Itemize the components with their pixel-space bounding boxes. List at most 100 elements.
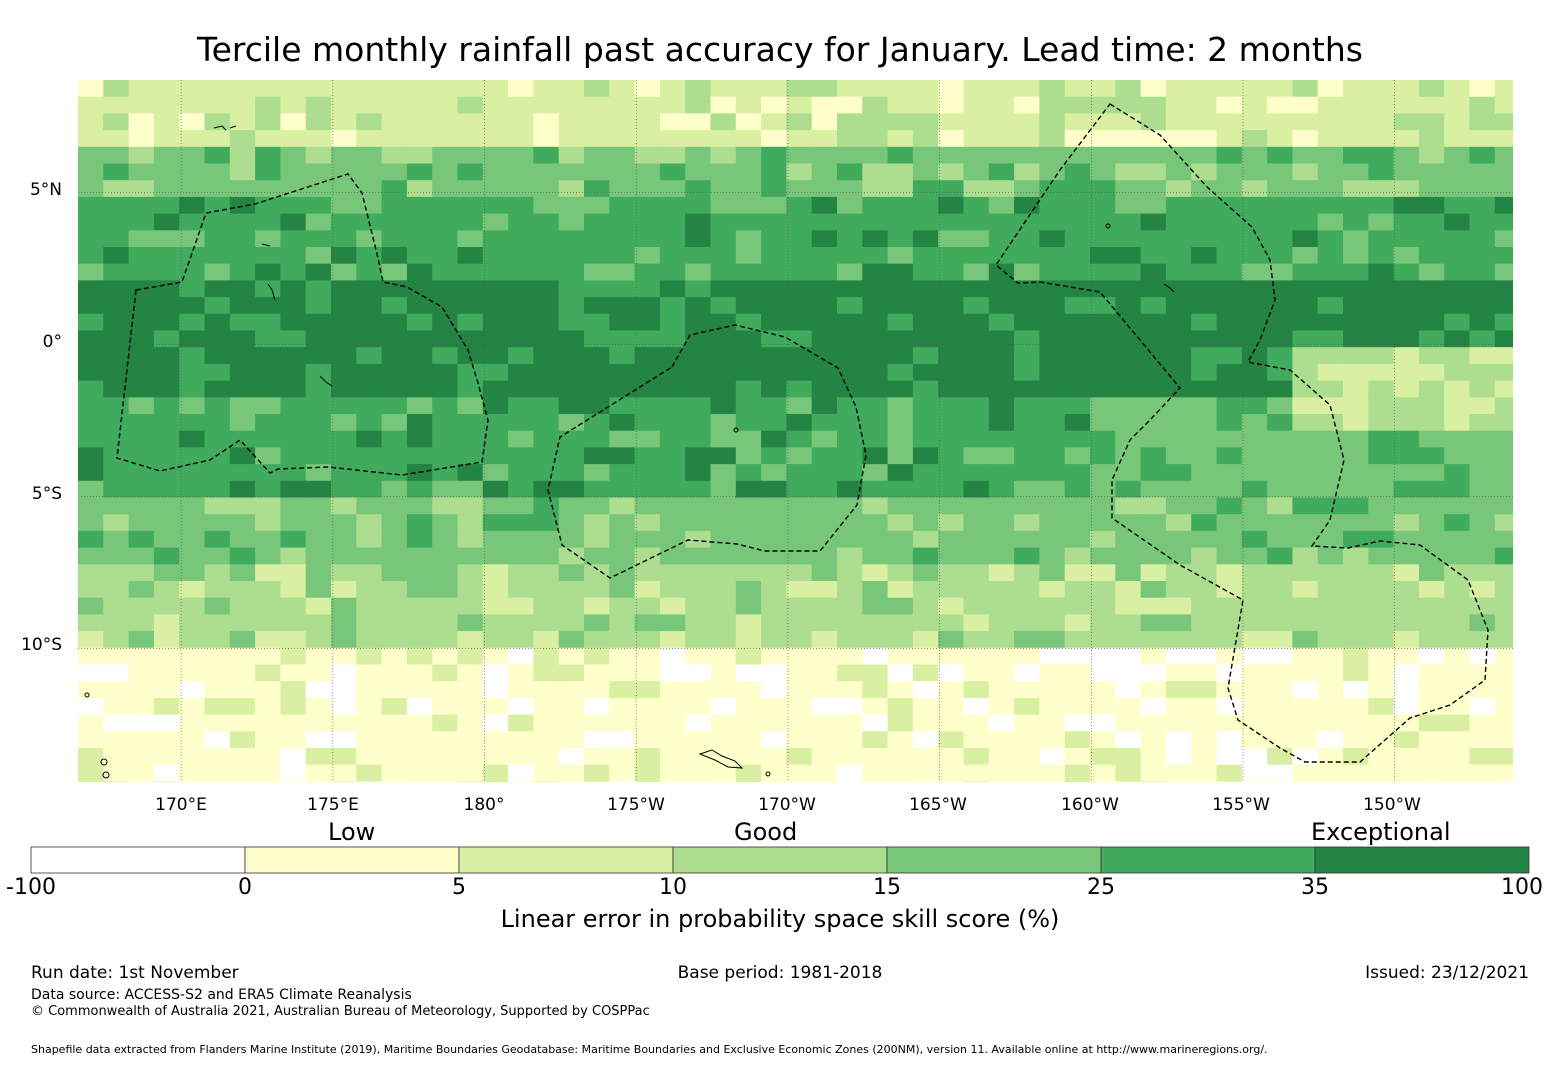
skill-cell [685, 80, 712, 98]
skill-cell [558, 330, 585, 348]
skill-cell [1039, 514, 1066, 532]
skill-cell [1444, 196, 1471, 215]
skill-cell [558, 163, 585, 181]
skill-cell [1444, 464, 1471, 482]
skill-cell [280, 163, 307, 181]
skill-cell [761, 664, 787, 682]
skill-cell [1014, 130, 1040, 148]
skill-cell [912, 581, 939, 599]
skill-cell [1368, 347, 1395, 365]
skill-cell [229, 80, 256, 98]
skill-cell [912, 347, 939, 365]
skill-cell [482, 80, 509, 98]
skill-cell [837, 781, 863, 782]
skill-cell [735, 781, 762, 782]
skill-cell [153, 664, 180, 682]
skill-cell [1216, 180, 1243, 198]
skill-cell [1418, 430, 1445, 448]
skill-cell [1444, 764, 1471, 782]
skill-cell [432, 263, 459, 281]
skill-cell [963, 96, 990, 114]
skill-cell [356, 380, 383, 398]
skill-cell [988, 681, 1015, 699]
skill-cell [837, 347, 863, 365]
skill-cell [634, 464, 661, 482]
skill-cell [685, 514, 712, 532]
skill-cell [786, 363, 813, 382]
skill-cell [1191, 464, 1218, 482]
skill-cell [1191, 146, 1218, 165]
skill-cell [761, 80, 787, 98]
skill-cell [1469, 397, 1496, 415]
skill-cell [1241, 714, 1268, 732]
skill-cell [305, 347, 332, 365]
skill-cell [1039, 297, 1066, 315]
skill-cell [305, 731, 332, 749]
skill-cell [331, 530, 357, 549]
skill-cell [761, 397, 787, 415]
skill-cell [179, 597, 206, 615]
skill-cell [1191, 714, 1218, 732]
skill-cell [103, 547, 130, 565]
skill-cell [659, 764, 686, 782]
skill-cell [1469, 280, 1496, 298]
skill-cell [659, 514, 686, 532]
skill-cell [1090, 130, 1116, 148]
skill-cell [1317, 230, 1344, 248]
skill-cell [179, 697, 206, 716]
skill-cell [508, 681, 534, 699]
skill-cell [1165, 514, 1192, 532]
skill-cell [381, 213, 408, 231]
skill-cell [331, 514, 357, 532]
skill-cell [229, 647, 256, 666]
skill-cell [229, 748, 256, 766]
skill-cell [533, 714, 560, 732]
skill-cell [356, 781, 383, 782]
skill-cell [1393, 480, 1420, 499]
skill-cell [1292, 330, 1319, 348]
skill-cell [482, 347, 509, 365]
skill-cell [912, 614, 939, 632]
skill-cell [887, 497, 914, 515]
skill-cell [229, 497, 256, 515]
skill-cell [356, 180, 383, 198]
skill-cell [862, 697, 889, 716]
skill-cell [153, 363, 180, 382]
skill-cell [1064, 514, 1091, 532]
skill-cell [1216, 247, 1243, 265]
skill-cell [584, 530, 610, 549]
base-period: Base period: 1981-2018 [677, 963, 883, 983]
skill-cell [938, 480, 965, 499]
skill-cell [1393, 213, 1420, 231]
skill-cell [1469, 430, 1496, 448]
skill-cell [179, 430, 206, 448]
skill-cell [204, 781, 231, 782]
skill-cell [710, 530, 737, 549]
skill-cell [78, 614, 104, 632]
skill-cell [1241, 764, 1268, 782]
skill-cell [584, 664, 610, 682]
skill-cell [761, 647, 787, 666]
skill-cell [837, 180, 863, 198]
skill-cell [1343, 380, 1369, 398]
skill-cell [508, 697, 534, 716]
skill-cell [1267, 480, 1293, 499]
skill-cell [710, 647, 737, 666]
skill-cell [1494, 681, 1513, 699]
skill-cell [508, 180, 534, 198]
skill-cell [381, 280, 408, 298]
skill-cell [128, 547, 155, 565]
skill-cell [609, 96, 636, 114]
skill-cell [1494, 781, 1513, 782]
skill-cell [558, 697, 585, 716]
skill-cell [659, 163, 686, 181]
skill-cell [1444, 447, 1471, 465]
skill-cell [786, 464, 813, 482]
skill-cell [103, 614, 130, 632]
skill-cell [1469, 414, 1496, 432]
skill-cell [1343, 163, 1369, 181]
skill-cell [761, 497, 787, 515]
skill-cell [659, 297, 686, 315]
skill-cell [584, 180, 610, 198]
skill-cell [229, 530, 256, 549]
